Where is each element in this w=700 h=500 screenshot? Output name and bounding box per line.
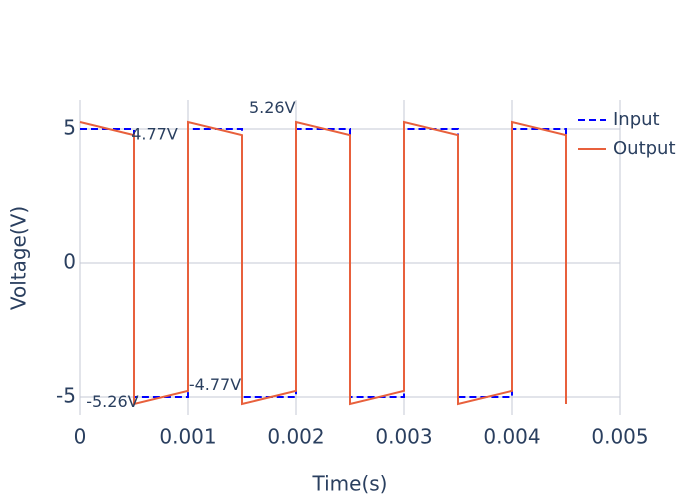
y-tick-label: 5 bbox=[63, 115, 76, 139]
legend-label: Output bbox=[613, 138, 676, 159]
x-tick-label: 0 bbox=[74, 425, 87, 449]
series-line bbox=[79, 120, 567, 406]
annotation: -5.26V bbox=[86, 392, 138, 411]
x-tick-label: 0.002 bbox=[267, 425, 324, 449]
series-line bbox=[80, 127, 567, 399]
y-tick-label: -5 bbox=[56, 384, 76, 408]
x-axis-title: Time(s) bbox=[312, 472, 388, 496]
x-tick-label: 0.001 bbox=[159, 425, 216, 449]
x-tick-label: 0.005 bbox=[591, 425, 648, 449]
annotation: 4.77V bbox=[131, 125, 178, 144]
y-axis-title: Voltage(V) bbox=[7, 206, 31, 310]
y-tick-label: 0 bbox=[63, 249, 76, 273]
annotation: 5.26V bbox=[249, 98, 296, 117]
x-tick-label: 0.004 bbox=[483, 425, 540, 449]
legend-label: Input bbox=[613, 109, 660, 130]
annotation: -4.77V bbox=[189, 375, 241, 394]
x-tick-label: 0.003 bbox=[375, 425, 432, 449]
